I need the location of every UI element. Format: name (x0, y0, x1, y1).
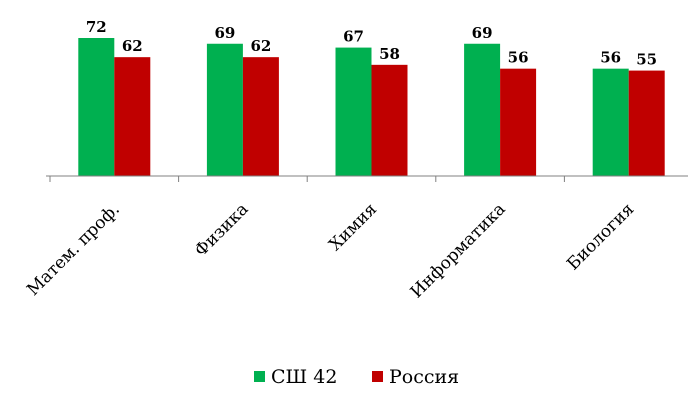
data-label: 55 (636, 51, 657, 69)
bar-russia-0 (114, 57, 151, 176)
category-label: Химия (325, 199, 381, 255)
data-label: 69 (472, 24, 493, 42)
bar-school-0 (78, 38, 115, 176)
category-label: Матем. проф. (23, 199, 124, 300)
category-labels-layer: Матем. проф. Физика Химия Информатика Биолог… (23, 199, 638, 302)
category-label: Биология (563, 199, 638, 274)
data-label: 62 (250, 37, 271, 55)
legend: СШ 42 Россия (254, 366, 459, 388)
bar-school-4 (592, 68, 629, 176)
legend-swatch (372, 371, 383, 382)
bar-school-1 (206, 43, 243, 176)
x-axis-ticks (49, 176, 565, 182)
data-label: 56 (508, 49, 529, 67)
legend-label: СШ 42 (271, 366, 337, 388)
category-label: Информатика (407, 199, 510, 302)
legend-label: Россия (389, 366, 459, 388)
bar-school-2 (335, 47, 372, 177)
data-label: 58 (379, 45, 400, 63)
bar-russia-4 (628, 70, 665, 176)
bar-school-3 (464, 43, 501, 176)
data-label: 56 (600, 49, 621, 67)
data-label: 62 (122, 37, 143, 55)
bar-russia-3 (500, 68, 537, 176)
data-label: 69 (214, 24, 235, 42)
legend-swatch (254, 371, 265, 382)
category-label: Физика (191, 199, 252, 260)
bars-layer (78, 38, 665, 177)
bar-russia-1 (242, 57, 279, 176)
data-label: 72 (86, 18, 107, 36)
value-labels-layer: 72 62 69 62 67 58 69 56 56 55 (86, 18, 657, 69)
data-label: 67 (343, 28, 364, 46)
bar-russia-2 (371, 64, 408, 176)
